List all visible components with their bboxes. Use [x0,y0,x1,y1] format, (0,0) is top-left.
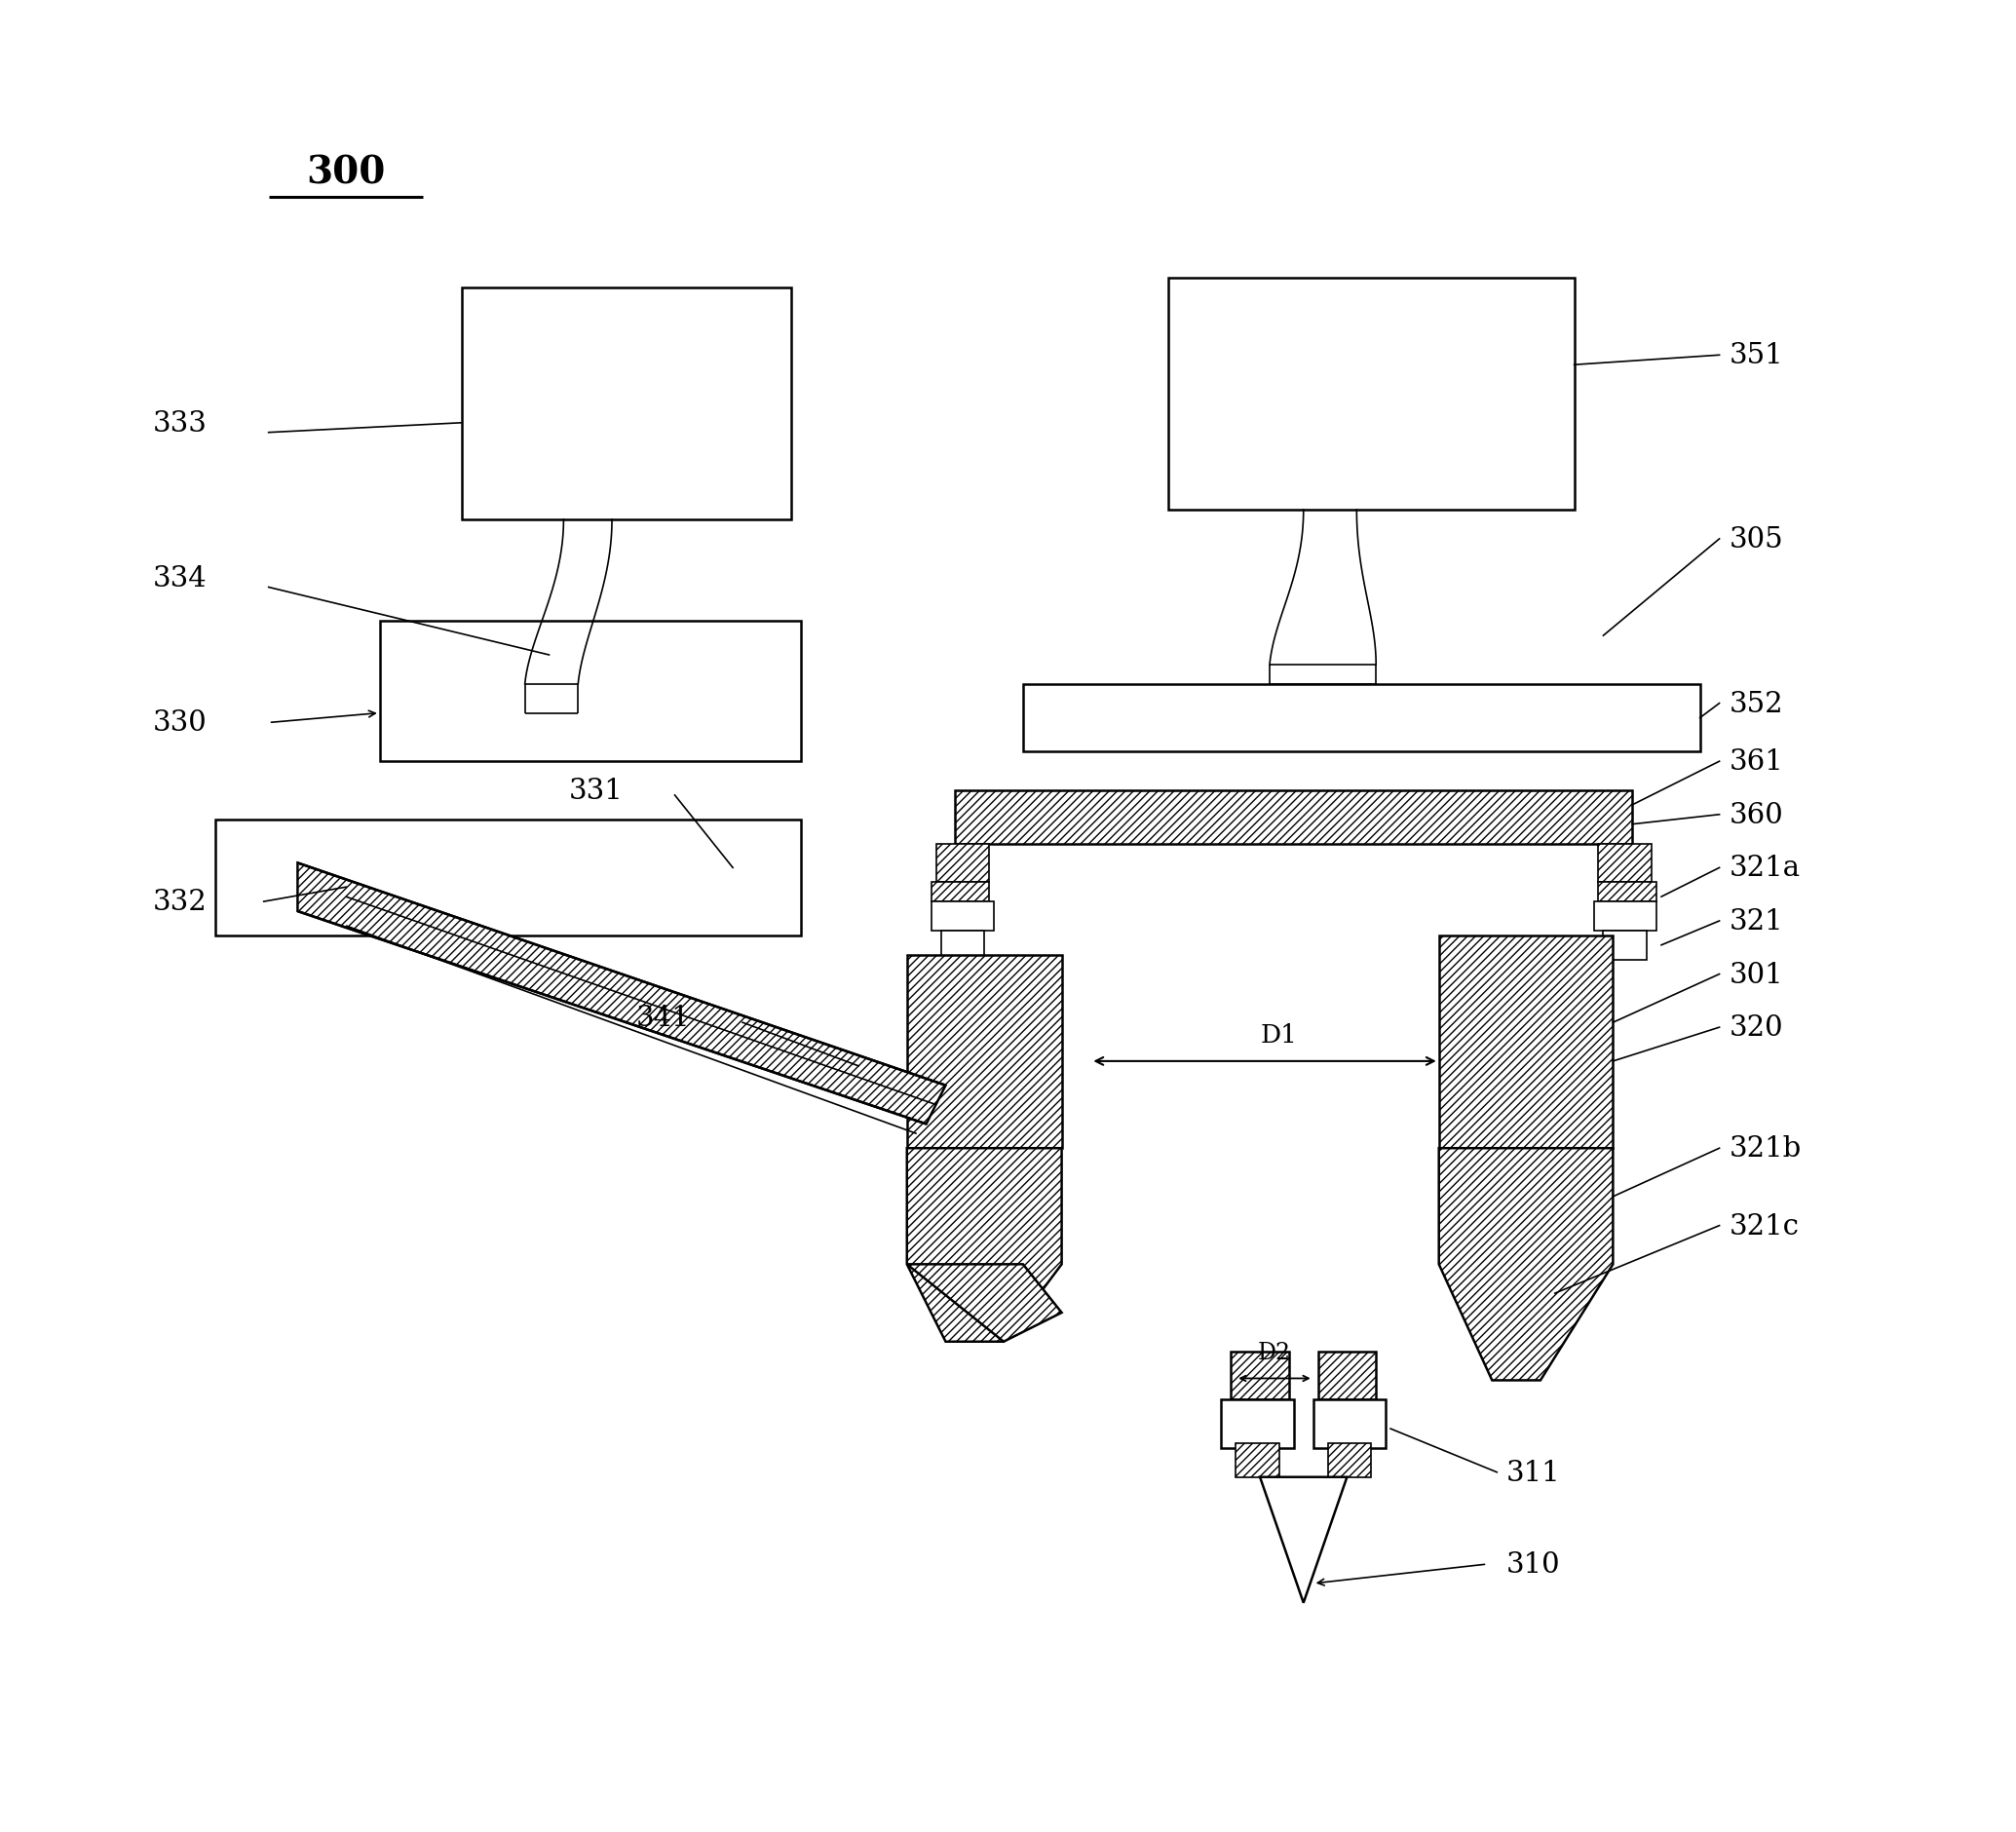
Polygon shape [1260,1477,1347,1603]
Bar [1603,931,1647,960]
Text: 321b: 321b [1730,1134,1802,1161]
Bar [931,883,990,901]
Text: 352: 352 [1730,691,1784,718]
Bar [1222,1400,1294,1449]
Bar [462,288,790,520]
Polygon shape [907,1149,1062,1341]
Text: 321: 321 [1730,907,1784,934]
Text: 311: 311 [1506,1458,1560,1486]
Text: 341: 341 [637,1004,689,1031]
Text: D1: D1 [1260,1022,1298,1048]
Bar [941,931,984,960]
Bar [907,954,1062,1149]
Bar [1599,845,1651,883]
Text: 334: 334 [153,564,208,592]
Bar [1022,685,1699,753]
Bar [1593,901,1657,931]
Polygon shape [298,863,946,1125]
Bar [1312,1400,1385,1449]
Bar [1329,1444,1371,1477]
Text: 300: 300 [306,154,385,191]
Bar [956,791,1633,845]
Bar [1232,1352,1288,1400]
Text: 360: 360 [1730,801,1784,828]
Text: 351: 351 [1730,343,1784,370]
Text: 321c: 321c [1730,1213,1798,1240]
Polygon shape [907,1264,1062,1341]
Bar [935,845,990,883]
Text: 305: 305 [1730,526,1784,553]
Bar [216,819,800,936]
Text: 331: 331 [569,777,623,804]
Bar [1236,1444,1280,1477]
Bar [1167,278,1574,511]
Bar [1318,1352,1377,1400]
Text: 332: 332 [153,889,208,916]
Text: 310: 310 [1506,1550,1560,1577]
Text: 361: 361 [1730,747,1784,775]
Text: 333: 333 [153,410,208,438]
Text: D2: D2 [1258,1341,1290,1363]
Bar [1439,936,1613,1149]
Text: 320: 320 [1730,1015,1784,1041]
Text: 301: 301 [1730,960,1784,987]
Polygon shape [1439,1149,1613,1381]
Bar [379,621,800,762]
Text: 321a: 321a [1730,854,1800,881]
Bar [931,901,994,931]
Bar [1599,883,1657,901]
Text: 330: 330 [153,709,208,736]
